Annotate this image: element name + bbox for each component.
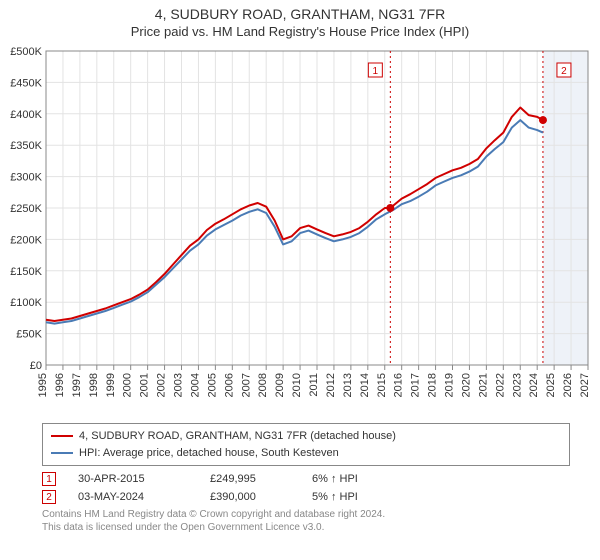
svg-text:2011: 2011 [308,373,320,397]
svg-text:£500K: £500K [10,46,42,58]
svg-text:£200K: £200K [10,234,42,246]
svg-text:2001: 2001 [139,373,151,397]
event-marker: 1 [42,472,56,486]
svg-text:2010: 2010 [291,373,303,397]
price-chart: £0 £50K £100K £150K £200K £250K £300K £350K £400… [0,45,600,415]
svg-text:£350K: £350K [10,140,42,152]
svg-text:2009: 2009 [274,373,286,397]
svg-text:2002: 2002 [156,373,168,397]
svg-text:2019: 2019 [444,373,456,397]
svg-text:£100K: £100K [10,297,42,309]
svg-text:2020: 2020 [460,373,472,397]
legend-label: 4, SUDBURY ROAD, GRANTHAM, NG31 7FR (det… [79,428,396,445]
event-date: 03-MAY-2024 [78,491,188,503]
footer: Contains HM Land Registry data © Crown c… [42,508,570,534]
svg-text:2004: 2004 [189,373,201,397]
svg-text:2008: 2008 [257,373,269,397]
legend-item: HPI: Average price, detached house, Sout… [51,445,561,462]
svg-text:2006: 2006 [223,373,235,397]
svg-text:£400K: £400K [10,109,42,121]
svg-text:£450K: £450K [10,77,42,89]
svg-text:1995: 1995 [37,373,49,397]
page-title: 4, SUDBURY ROAD, GRANTHAM, NG31 7FR [0,0,600,22]
event-date: 30-APR-2015 [78,473,188,485]
svg-text:2026: 2026 [562,373,574,397]
legend-item: 4, SUDBURY ROAD, GRANTHAM, NG31 7FR (det… [51,428,561,445]
svg-text:2: 2 [561,66,567,77]
svg-text:£250K: £250K [10,203,42,215]
svg-text:2021: 2021 [477,373,489,397]
svg-text:2012: 2012 [325,373,337,397]
svg-text:2018: 2018 [427,373,439,397]
legend-swatch [51,435,73,437]
svg-text:1997: 1997 [71,373,83,397]
svg-text:2016: 2016 [393,373,405,397]
page-subtitle: Price paid vs. HM Land Registry's House … [0,24,600,39]
svg-text:2005: 2005 [206,373,218,397]
event-pct: 5% ↑ HPI [312,491,372,503]
svg-text:2003: 2003 [173,373,185,397]
footer-line2: This data is licensed under the Open Gov… [42,521,570,534]
svg-text:2013: 2013 [342,373,354,397]
svg-text:2024: 2024 [528,373,540,397]
svg-text:2027: 2027 [579,373,591,397]
event-list: 1 30-APR-2015 £249,995 6% ↑ HPI 2 03-MAY-2024… [42,472,570,504]
svg-text:2025: 2025 [545,373,557,397]
chart-page: 4, SUDBURY ROAD, GRANTHAM, NG31 7FR Pric… [0,0,600,560]
legend-label: HPI: Average price, detached house, Sout… [79,445,339,462]
svg-text:£50K: £50K [16,329,42,341]
svg-text:2015: 2015 [376,373,388,397]
svg-text:2007: 2007 [240,373,252,397]
event-row: 2 03-MAY-2024 £390,000 5% ↑ HPI [42,490,570,504]
svg-text:£150K: £150K [10,266,42,278]
event-row: 1 30-APR-2015 £249,995 6% ↑ HPI [42,472,570,486]
svg-text:2017: 2017 [410,373,422,397]
legend-swatch [51,452,73,454]
svg-text:1999: 1999 [105,373,117,397]
legend: 4, SUDBURY ROAD, GRANTHAM, NG31 7FR (det… [42,423,570,466]
footer-line1: Contains HM Land Registry data © Crown c… [42,508,570,521]
svg-text:1: 1 [373,66,379,77]
svg-text:2000: 2000 [122,373,134,397]
svg-text:£300K: £300K [10,172,42,184]
event-price: £249,995 [210,473,290,485]
svg-text:£0: £0 [30,360,42,372]
svg-text:2022: 2022 [494,373,506,397]
svg-text:1998: 1998 [88,373,100,397]
svg-text:1996: 1996 [54,373,66,397]
chart-area: £0 £50K £100K £150K £200K £250K £300K £350K £400… [0,45,600,415]
event-marker: 2 [42,490,56,504]
event-pct: 6% ↑ HPI [312,473,372,485]
svg-text:2023: 2023 [511,373,523,397]
svg-text:2014: 2014 [359,373,371,397]
event-price: £390,000 [210,491,290,503]
